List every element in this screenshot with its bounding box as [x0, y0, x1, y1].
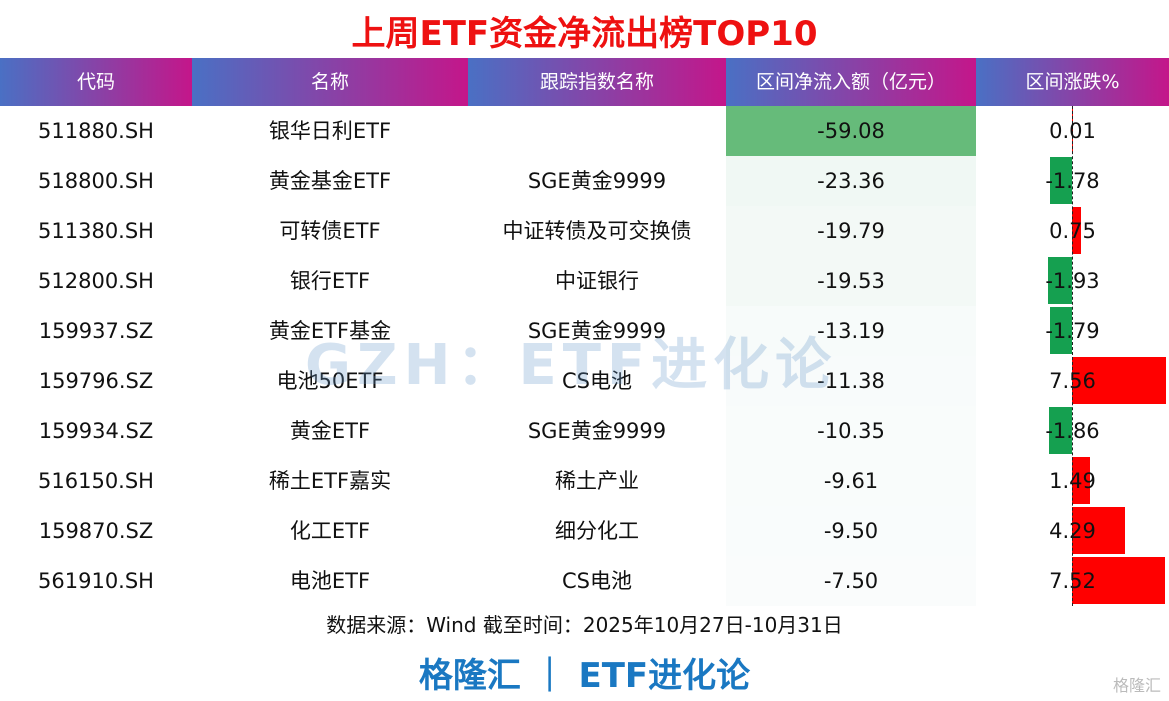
cell-code: 561910.SH — [38, 569, 154, 593]
brand-footer: 格隆汇 ｜ ETF进化论 — [418, 656, 751, 696]
cell-change: 1.49 — [976, 456, 1169, 506]
change-value: -1.79 — [1045, 319, 1100, 343]
change-value: 0.75 — [1049, 219, 1096, 243]
cell-code: 511880.SH — [38, 119, 154, 143]
cell-name: 黄金基金ETF — [268, 169, 392, 193]
cell-net-flow: -59.08 — [726, 106, 976, 156]
cell-net-flow: -23.36 — [726, 156, 976, 206]
cell-name: 电池50ETF — [276, 369, 384, 393]
cell-index: 中证银行 — [555, 269, 639, 293]
corner-logo: 格隆汇 — [1112, 676, 1161, 695]
cell-code: 159870.SZ — [38, 519, 154, 543]
cell-index: SGE黄金9999 — [527, 169, 667, 193]
cell-change: -1.78 — [976, 156, 1169, 206]
cell-code: 159796.SZ — [38, 369, 154, 393]
cell-net-flow: -13.19 — [726, 306, 976, 356]
header-change: 区间涨跌% — [976, 58, 1169, 106]
table-row: 516150.SH 稀土ETF嘉实 稀土产业 -9.61 1.49 — [0, 456, 1169, 506]
change-value: 4.29 — [1049, 519, 1096, 543]
header-index: 跟踪指数名称 — [468, 58, 726, 106]
change-value: 7.56 — [1049, 369, 1096, 393]
page-title: 上周ETF资金净流出榜TOP10 — [351, 14, 818, 54]
cell-net-flow: -19.79 — [726, 206, 976, 256]
cell-index: CS电池 — [562, 569, 632, 593]
cell-index: SGE黄金9999 — [527, 419, 667, 443]
cell-change: 7.56 — [976, 356, 1169, 406]
negative-change-bar — [1049, 307, 1072, 354]
header-net-flow: 区间净流入额（亿元） — [726, 58, 976, 106]
cell-net-flow: -9.61 — [726, 456, 976, 506]
positive-change-bar — [1072, 557, 1166, 604]
table-row: 511380.SH 可转债ETF 中证转债及可交换债 -19.79 0.75 — [0, 206, 1169, 256]
cell-name: 黄金ETF基金 — [268, 319, 392, 343]
cell-index: SGE黄金9999 — [527, 319, 667, 343]
positive-change-bar — [1072, 357, 1166, 404]
table-row: 561910.SH 电池ETF CS电池 -7.50 7.52 — [0, 556, 1169, 606]
table-row: 159937.SZ 黄金ETF基金 SGE黄金9999 -13.19 -1.79 — [0, 306, 1169, 356]
positive-change-bar — [1072, 507, 1126, 554]
cell-name: 电池ETF — [289, 569, 371, 593]
table-row: 511880.SH 银华日利ETF -59.08 0.01 — [0, 106, 1169, 156]
cell-net-flow: -9.50 — [726, 506, 976, 556]
cell-change: 4.29 — [976, 506, 1169, 556]
positive-change-bar — [1072, 457, 1091, 504]
cell-index: 细分化工 — [555, 519, 639, 543]
cell-code: 516150.SH — [38, 469, 154, 493]
cell-net-flow: -7.50 — [726, 556, 976, 606]
change-value: 0.01 — [1049, 119, 1096, 143]
cell-name: 化工ETF — [289, 519, 371, 543]
positive-change-bar — [1072, 207, 1082, 254]
table-row: 159870.SZ 化工ETF 细分化工 -9.50 4.29 — [0, 506, 1169, 556]
negative-change-bar — [1048, 407, 1072, 454]
cell-code: 159934.SZ — [38, 419, 154, 443]
cell-index — [468, 106, 726, 156]
change-value: -1.86 — [1045, 419, 1100, 443]
cell-index: CS电池 — [562, 369, 632, 393]
change-value: 7.52 — [1049, 569, 1096, 593]
negative-change-bar — [1049, 157, 1072, 204]
cell-index: 稀土产业 — [555, 469, 639, 493]
negative-change-bar — [1048, 257, 1072, 304]
cell-net-flow: -11.38 — [726, 356, 976, 406]
cell-name: 银行ETF — [289, 269, 371, 293]
header-name: 名称 — [192, 58, 468, 106]
change-value: -1.93 — [1045, 269, 1100, 293]
cell-code: 511380.SH — [38, 219, 154, 243]
cell-change: -1.79 — [976, 306, 1169, 356]
cell-code: 512800.SH — [38, 269, 154, 293]
cell-code: 518800.SH — [38, 169, 154, 193]
table-row: 518800.SH 黄金基金ETF SGE黄金9999 -23.36 -1.78 — [0, 156, 1169, 206]
table-row: 512800.SH 银行ETF 中证银行 -19.53 -1.93 — [0, 256, 1169, 306]
cell-net-flow: -10.35 — [726, 406, 976, 456]
table-header: 代码 名称 跟踪指数名称 区间净流入额（亿元） 区间涨跌% — [0, 58, 1169, 106]
table-row: 159796.SZ 电池50ETF CS电池 -11.38 7.56 — [0, 356, 1169, 406]
zero-line — [1072, 106, 1073, 606]
cell-name: 银华日利ETF — [268, 119, 392, 143]
cell-change: 0.75 — [976, 206, 1169, 256]
cell-code: 159937.SZ — [38, 319, 154, 343]
cell-change: -1.86 — [976, 406, 1169, 456]
header-code: 代码 — [0, 58, 192, 106]
cell-name: 黄金ETF — [289, 419, 371, 443]
change-value: -1.78 — [1045, 169, 1100, 193]
data-source: 数据来源：Wind 截至时间：2025年10月27日-10月31日 — [326, 613, 843, 637]
table-row: 159934.SZ 黄金ETF SGE黄金9999 -10.35 -1.86 — [0, 406, 1169, 456]
cell-change: -1.93 — [976, 256, 1169, 306]
cell-index: 中证转债及可交换债 — [502, 219, 692, 243]
change-value: 1.49 — [1049, 469, 1096, 493]
cell-name: 可转债ETF — [279, 219, 381, 243]
cell-change: 7.52 — [976, 556, 1169, 606]
cell-net-flow: -19.53 — [726, 256, 976, 306]
cell-change: 0.01 — [976, 106, 1169, 156]
cell-name: 稀土ETF嘉实 — [268, 469, 392, 493]
table-body: 511880.SH 银华日利ETF -59.08 0.01 518800.SH 黄金基金E… — [0, 106, 1169, 606]
